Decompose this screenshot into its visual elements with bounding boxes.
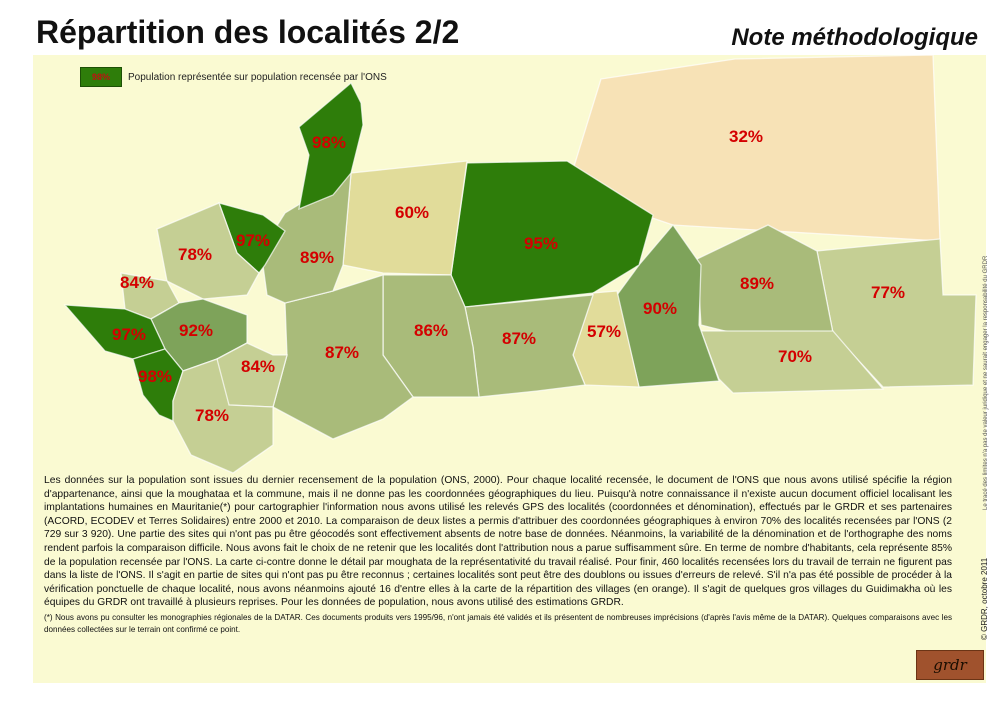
legend: 98% Population représentée sur populatio… [80,67,387,87]
legend-swatch: 98% [80,67,122,87]
region-label: 87% [324,343,360,362]
region-west-78[interactable] [156,202,260,300]
region-label: 95% [523,234,559,253]
region-label: 87% [501,329,537,348]
region-label: 98% [311,133,347,152]
region-label: 97% [235,231,271,250]
region-label: 97% [111,325,147,344]
disclaimer-text: Le tracé des limites n'a pas de valeur j… [983,255,989,510]
region-label: 32% [728,127,764,146]
grdr-logo: grdr [916,650,984,680]
page-subtitle: Note méthodologique [731,24,978,51]
region-label: 89% [739,274,775,293]
logo-text: grdr [933,656,967,674]
region-label: 60% [394,203,430,222]
region-label: 84% [119,273,155,292]
methodology-paragraph: Les données sur la population sont issue… [44,475,952,609]
region-north-98[interactable] [298,81,364,211]
region-label: 90% [642,299,678,318]
map [63,55,977,474]
region-label: 84% [240,357,276,376]
region-label: 78% [177,245,213,264]
page-title: Répartition des localités 2/2 [36,14,460,50]
region-label: 57% [586,322,622,341]
footnote: (*) Nous avons pu consulter les monograp… [44,612,952,634]
copyright-text: © GRDR, octobre 2011 [980,557,989,640]
region-label: 98% [137,367,173,386]
region-south-78[interactable] [172,358,274,474]
region-label: 78% [194,406,230,425]
region-label: 92% [178,321,214,340]
region-label: 70% [777,347,813,366]
region-label: 77% [870,283,906,302]
region-label: 86% [413,321,449,340]
methodology-text: Les données sur la population sont issue… [44,474,952,636]
legend-label: Population représentée sur population re… [128,71,387,83]
region-label: 89% [299,248,335,267]
